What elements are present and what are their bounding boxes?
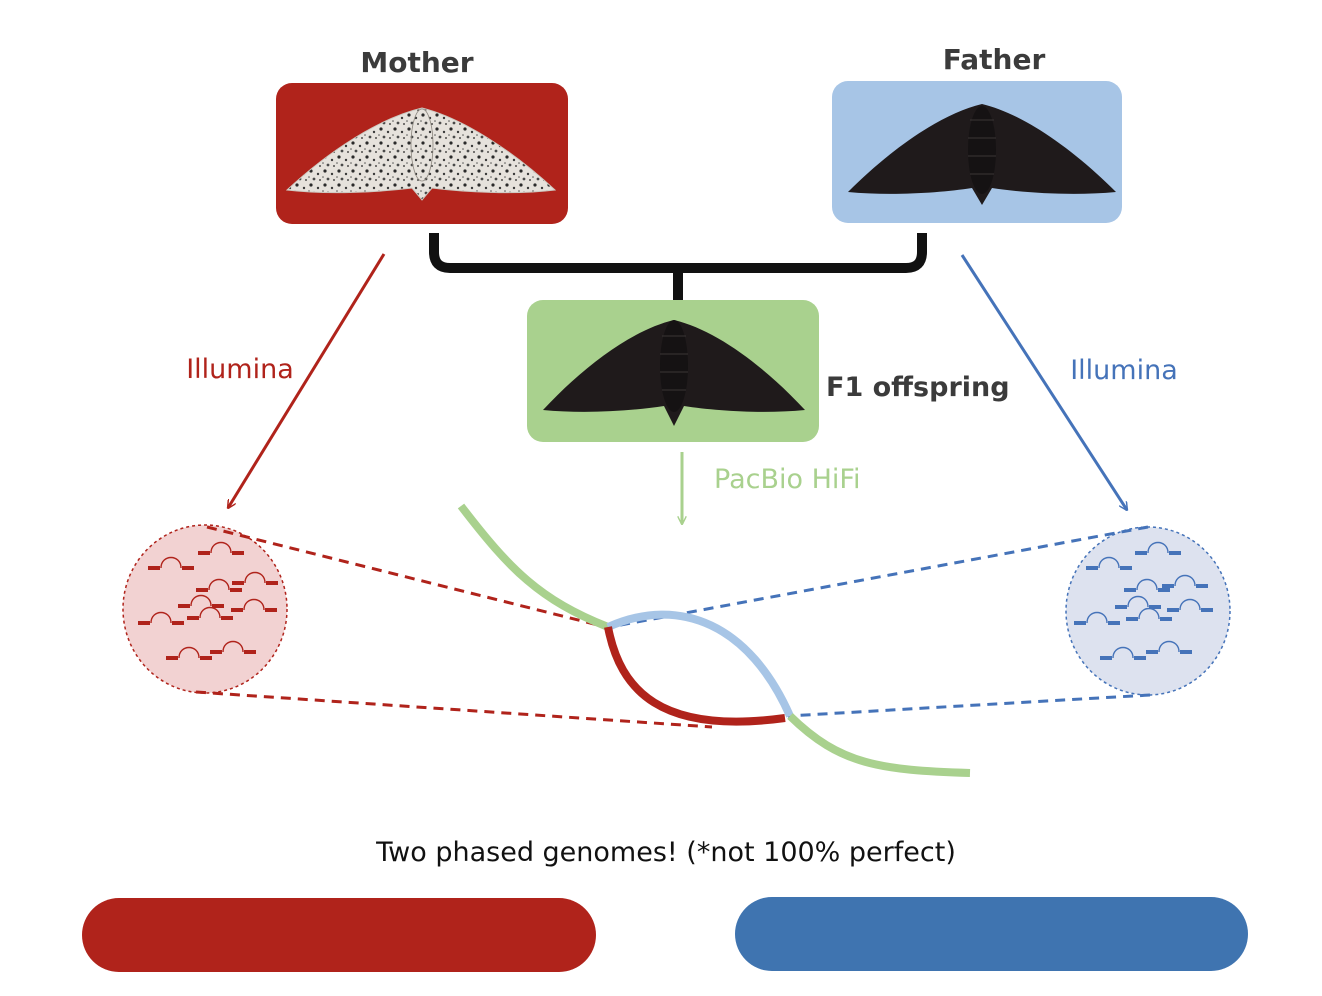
paternal-genome-bar xyxy=(735,897,1248,971)
mother-box xyxy=(276,83,568,224)
assembly-bubble xyxy=(457,503,971,777)
paternal-read-pool xyxy=(1065,526,1231,696)
paternal-zoom-lines xyxy=(609,525,1151,718)
shared-path-start xyxy=(457,503,610,631)
mother-label: Mother xyxy=(360,46,473,79)
father-illumina-arrow xyxy=(960,254,1127,510)
maternal-haplotype-path xyxy=(604,626,786,726)
moth-dark-icon xyxy=(848,104,1116,205)
father-box xyxy=(832,81,1122,223)
pacbio-label: PacBio HiFi xyxy=(714,464,860,495)
father-label: Father xyxy=(943,43,1046,76)
pedigree-bracket xyxy=(429,233,927,273)
maternal-zoom-lines xyxy=(195,525,713,729)
offspring-box xyxy=(527,300,819,442)
father-illumina-label: Illumina xyxy=(1070,355,1178,386)
mother-illumina-label: Illumina xyxy=(186,354,294,385)
moth-light-icon xyxy=(285,107,557,201)
result-caption: Two phased genomes! (*not 100% perfect) xyxy=(375,837,956,868)
paternal-haplotype-path xyxy=(606,610,794,718)
offspring-label: F1 offspring xyxy=(826,372,1010,403)
maternal-read-pool xyxy=(122,524,288,694)
maternal-genome-bar xyxy=(82,898,596,972)
shared-path-end xyxy=(787,713,971,777)
mother-illumina-arrow xyxy=(228,253,386,508)
moth-offspring-icon xyxy=(543,320,805,426)
